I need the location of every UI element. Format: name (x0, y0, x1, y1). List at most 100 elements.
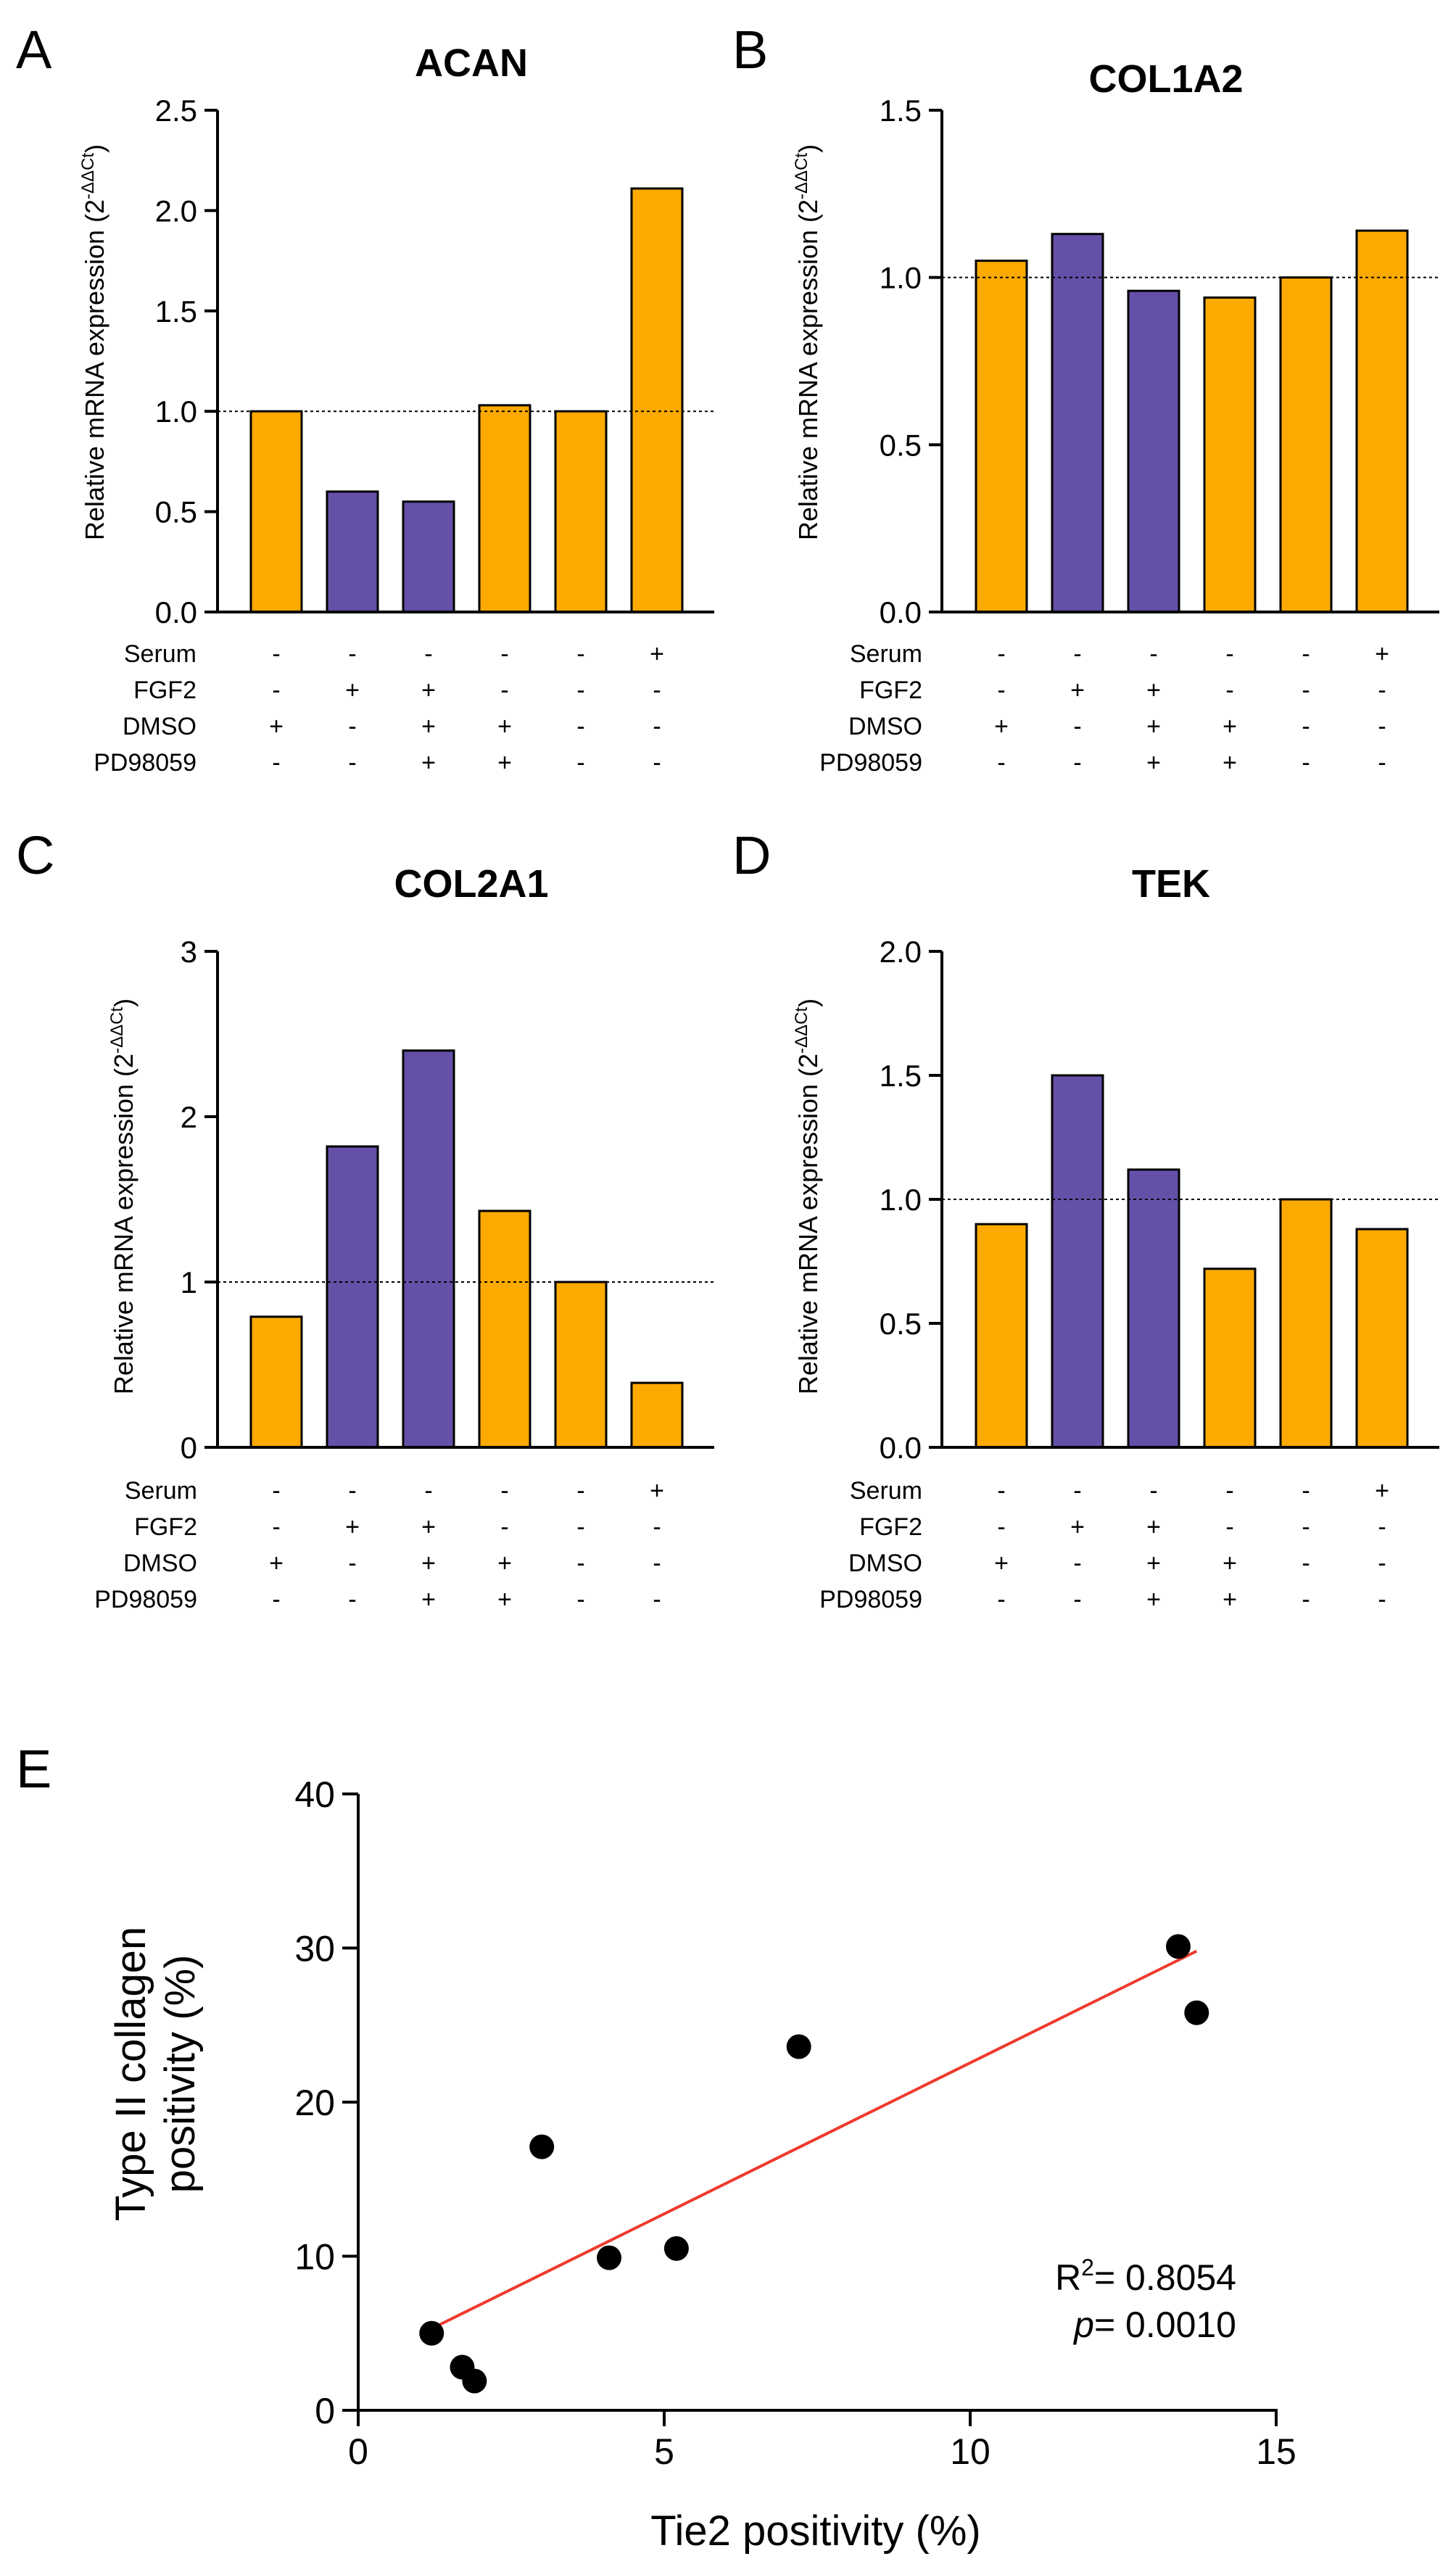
condition-sign: - (1302, 749, 1310, 777)
condition-sign: + (497, 749, 512, 777)
bar (402, 500, 455, 613)
condition-label: FGF2 (859, 677, 922, 704)
condition-sign: - (997, 1513, 1005, 1541)
bar-group (249, 187, 684, 613)
condition-sign: - (500, 1477, 508, 1505)
bar (326, 490, 379, 613)
y-axis-label: Relative mRNA expression (2-ΔΔCt) (78, 144, 109, 540)
condition-sign: - (1149, 1477, 1157, 1505)
bar (1127, 1168, 1180, 1449)
scatter-point (597, 2245, 622, 2270)
condition-sign: - (1225, 1477, 1233, 1505)
y-tick-label: 40 (294, 1774, 335, 1815)
condition-sign: - (1073, 749, 1081, 777)
condition-sign: - (348, 1477, 356, 1505)
y-tick-label: 0.5 (155, 495, 197, 529)
x-tick-labels: 0 5 10 15 (348, 2410, 1296, 2472)
condition-sign: - (424, 640, 432, 668)
bar-group (249, 1049, 684, 1449)
chart-title: COL2A1 (394, 862, 548, 906)
condition-label: DMSO (123, 1550, 197, 1577)
condition-sign: + (1146, 1586, 1161, 1613)
condition-sign: + (1223, 713, 1237, 740)
condition-sign: - (653, 1513, 661, 1541)
condition-label: Serum (125, 1477, 197, 1505)
condition-sign: - (1073, 640, 1081, 668)
scatter-point (1184, 2000, 1209, 2025)
condition-sign: + (1146, 677, 1161, 704)
chart-title: TEK (1132, 862, 1210, 906)
condition-sign: + (650, 1477, 664, 1505)
y-tick-label: 1.0 (155, 394, 197, 429)
condition-sign: + (1070, 1513, 1085, 1541)
condition-label: DMSO (848, 713, 922, 740)
panel-letter-b: B (732, 20, 768, 80)
condition-table: Serum - - - - - + FGF2 - + + - - - DMSO + - + + - - PD98059 - -… (94, 1477, 664, 1613)
condition-sign: + (421, 713, 436, 740)
bar (554, 1281, 608, 1449)
condition-sign: + (1223, 1550, 1237, 1577)
bar (1279, 1198, 1333, 1449)
condition-sign: + (1375, 1477, 1389, 1505)
condition-table: Serum - - - - - + FGF2 - + + - - - DMSO + - + + - - PD98059 - -… (94, 640, 664, 777)
bar (1279, 276, 1333, 613)
condition-sign: + (421, 1550, 436, 1577)
condition-sign: - (576, 749, 584, 777)
panel-e-scatter-chart: E Type II collagen positivity (%) Tie2 p… (16, 1739, 1296, 2555)
condition-sign: - (1378, 677, 1386, 704)
y-tick-label: 0 (181, 1431, 197, 1465)
bar (975, 260, 1028, 613)
y-tick-labels: 0.0 0.5 1.0 1.5 2.0 2.5 (155, 94, 218, 629)
panel-letter-d: D (732, 825, 771, 885)
condition-label: FGF2 (134, 1513, 197, 1541)
condition-sign: - (997, 1586, 1005, 1613)
condition-sign: - (653, 1586, 661, 1613)
condition-sign: - (576, 1550, 584, 1577)
bar (1355, 229, 1409, 613)
bar (630, 1381, 684, 1449)
condition-sign: - (348, 749, 356, 777)
condition-sign: + (1146, 1550, 1161, 1577)
bar (1203, 296, 1257, 613)
condition-sign: - (1302, 1550, 1310, 1577)
bar (1051, 233, 1104, 613)
condition-sign: - (576, 1477, 584, 1505)
y-tick-label: 1 (181, 1265, 197, 1299)
chart-title: COL1A2 (1088, 57, 1243, 101)
y-axis-label: Relative mRNA expression (2-ΔΔCt) (792, 144, 823, 540)
condition-sign: - (1225, 640, 1233, 668)
condition-sign: - (272, 1513, 280, 1541)
y-axis-label-line-1: Type II collagen (107, 1927, 154, 2221)
condition-sign: - (348, 640, 356, 668)
panel-a-acan-chart: A ACAN Relative mRNA expression (2-ΔΔCt)… (16, 20, 714, 777)
condition-sign: - (1302, 1513, 1310, 1541)
condition-sign: + (497, 1586, 512, 1613)
p-value-label: p= 0.0010 (1072, 2304, 1236, 2345)
condition-sign: - (1073, 1550, 1081, 1577)
condition-sign: - (424, 1477, 432, 1505)
bar (1127, 289, 1180, 613)
condition-sign: + (1146, 749, 1161, 777)
scatter-point (462, 2368, 487, 2394)
condition-sign: - (1378, 749, 1386, 777)
bar (249, 1315, 303, 1449)
panel-letter-c: C (16, 825, 54, 885)
condition-sign: + (421, 1513, 436, 1541)
condition-label: DMSO (848, 1550, 922, 1577)
condition-sign: - (272, 1586, 280, 1613)
y-tick-label: 2.0 (880, 935, 922, 969)
bar (1355, 1228, 1409, 1449)
bar (402, 1049, 455, 1449)
condition-sign: - (1302, 1586, 1310, 1613)
condition-sign: - (653, 713, 661, 740)
condition-label: PD98059 (819, 1586, 922, 1613)
y-tick-label: 10 (294, 2237, 335, 2278)
y-tick-label: 20 (294, 2083, 335, 2123)
condition-sign: - (576, 1586, 584, 1613)
bar-group (975, 1074, 1409, 1449)
condition-sign: - (272, 640, 280, 668)
y-tick-label: 1.5 (880, 94, 922, 128)
bar (630, 187, 684, 613)
condition-sign: - (576, 677, 584, 704)
